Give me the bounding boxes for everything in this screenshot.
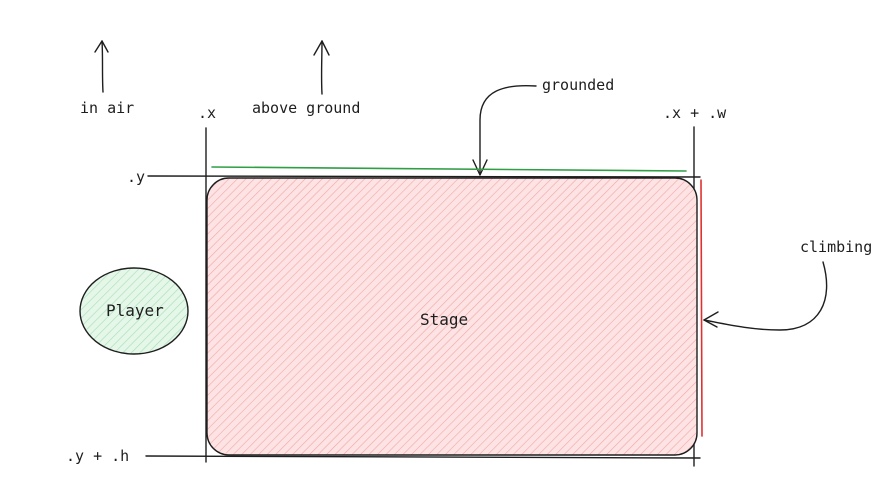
grounded-line (211, 166, 687, 172)
y-plus-h-label: .y + .h (66, 447, 129, 465)
x-label: .x (198, 104, 216, 122)
stage-label: Stage (420, 310, 468, 329)
grounded-arrow (472, 84, 537, 176)
climbing-label: climbing (800, 238, 872, 256)
in-air-arrow (94, 40, 109, 93)
climbing-line (700, 179, 703, 437)
in-air-label: in air (80, 99, 134, 117)
above-ground-arrow (313, 40, 330, 95)
player-ellipse (79, 267, 189, 355)
y-label: .y (127, 168, 145, 186)
y-plus-h-guide-line (145, 455, 701, 459)
x-plus-w-label: .x + .w (663, 104, 727, 122)
player-label: Player (106, 301, 164, 320)
stage-rect (206, 177, 698, 456)
above-ground-label: above ground (252, 99, 360, 117)
y-guide-line (147, 175, 701, 178)
grounded-label: grounded (542, 76, 614, 94)
climbing-arrow (703, 261, 828, 331)
